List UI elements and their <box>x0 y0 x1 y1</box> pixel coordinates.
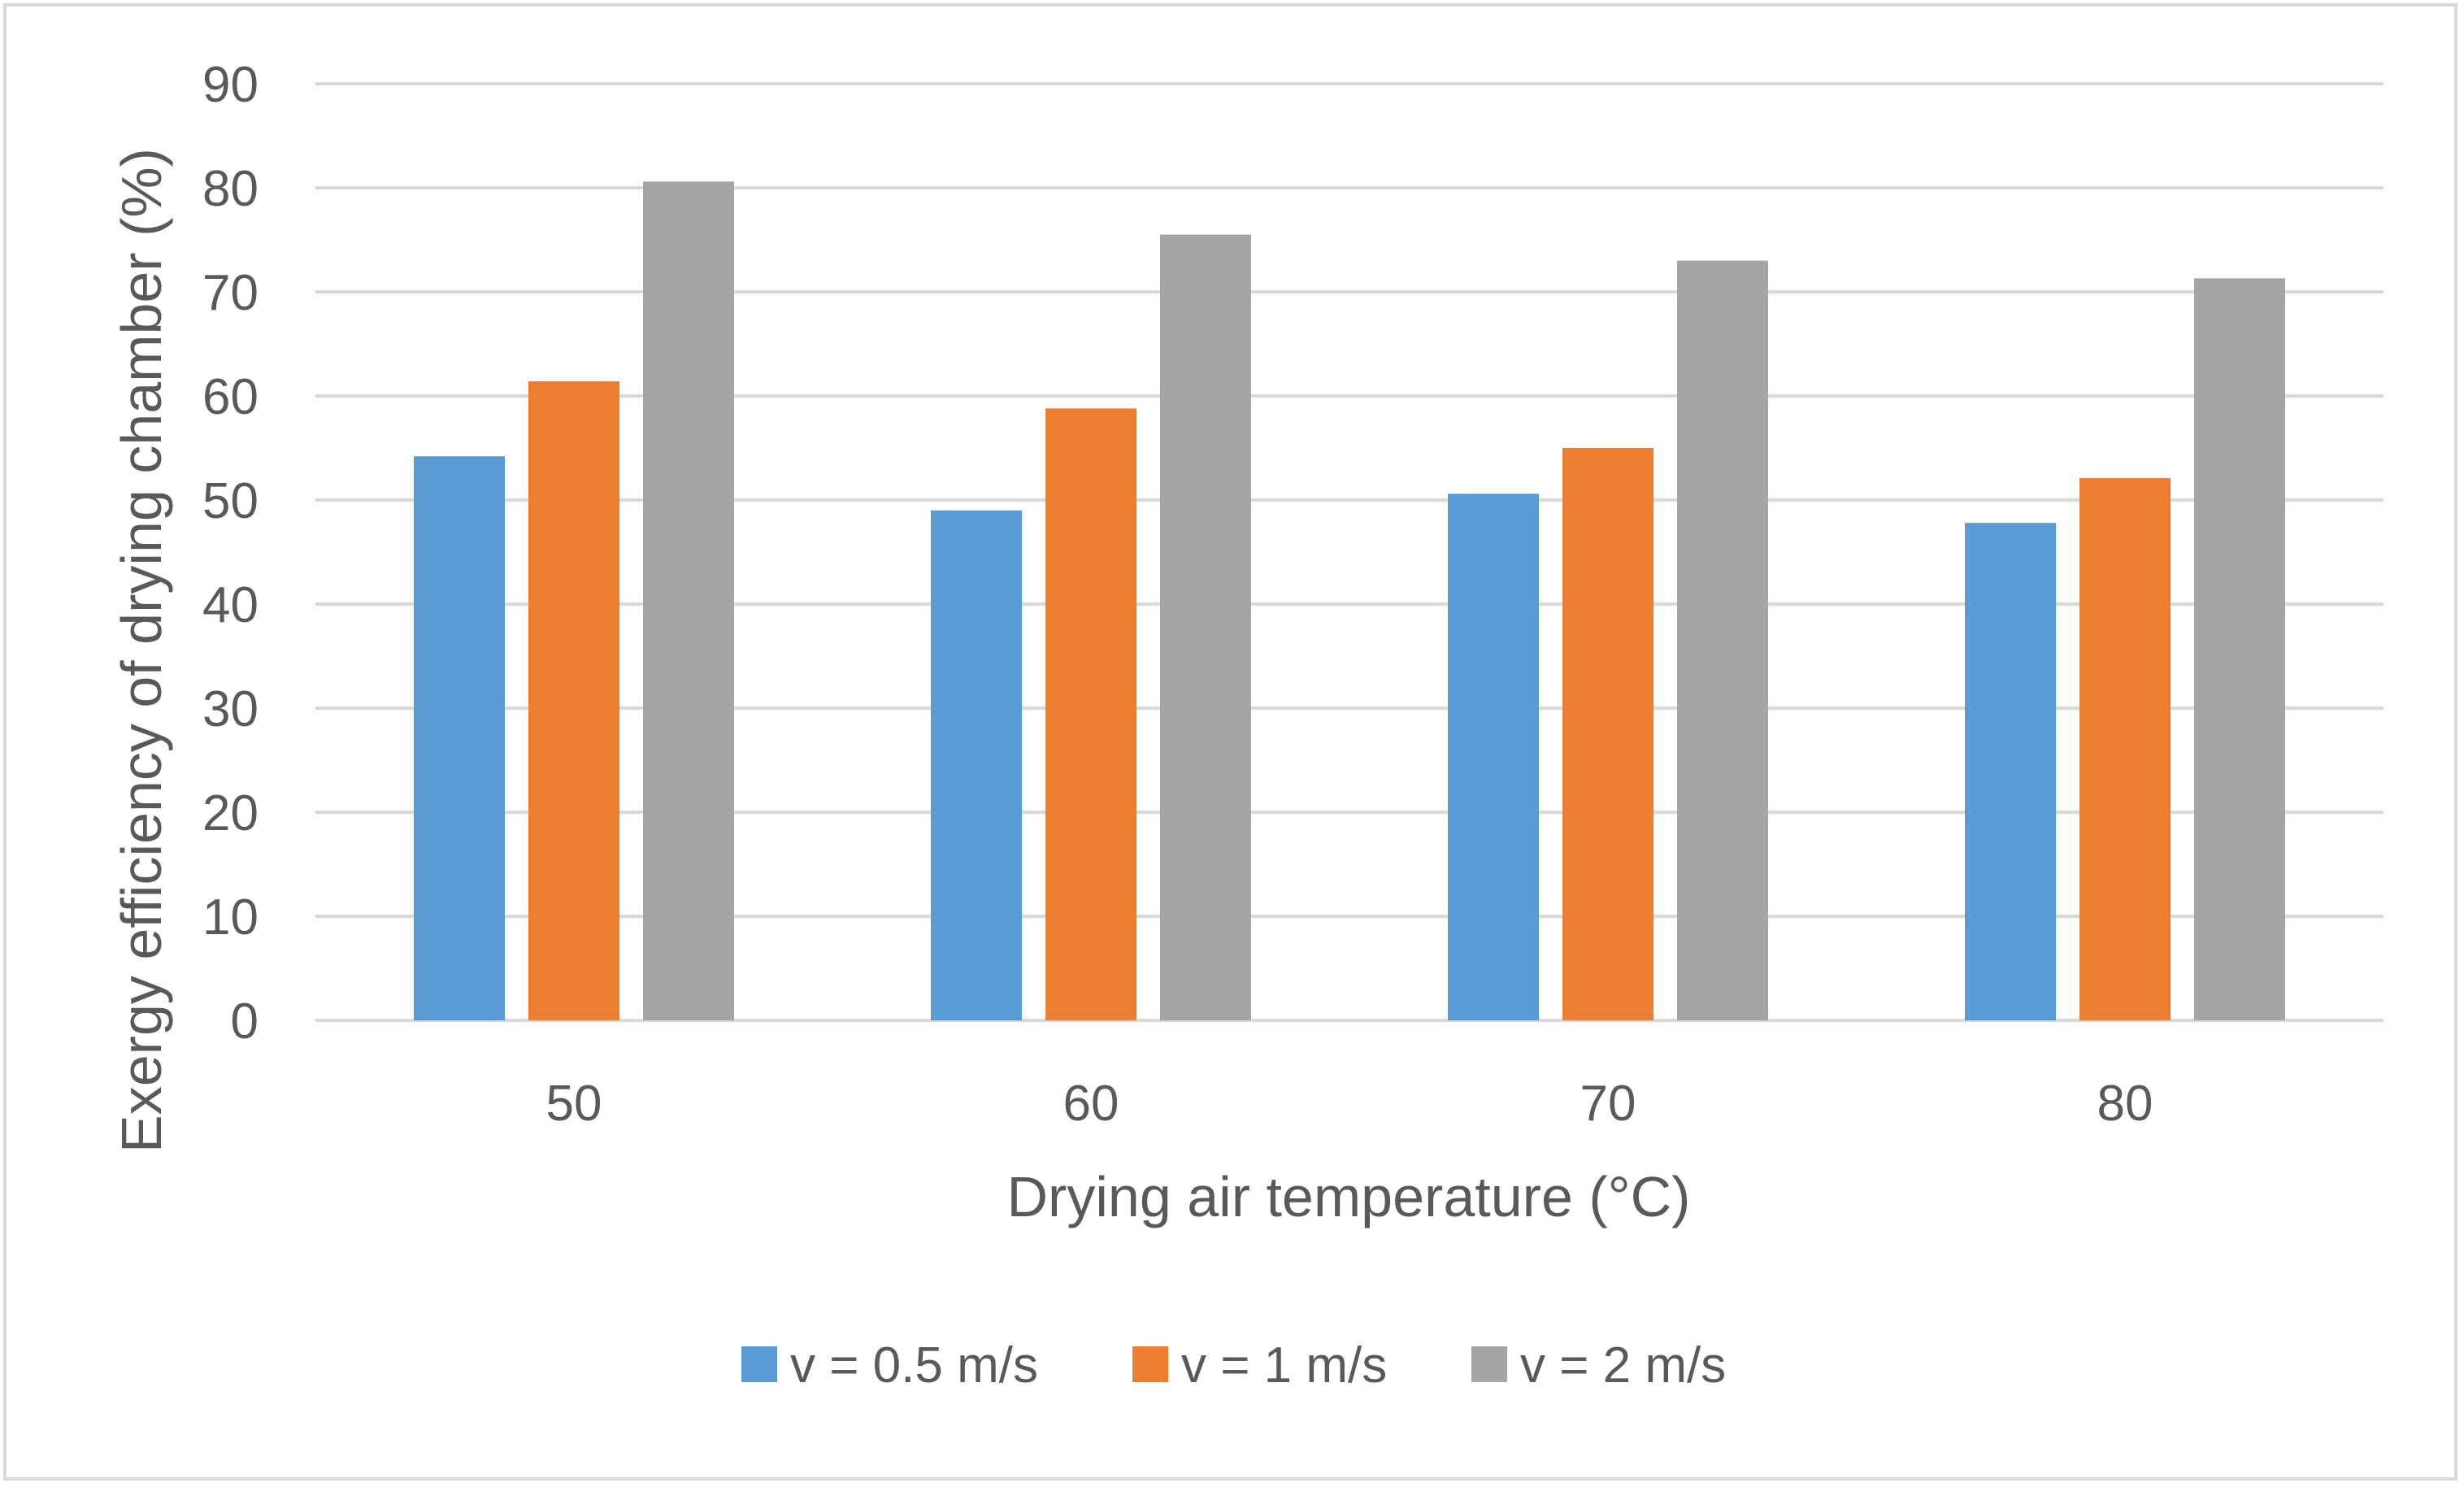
legend-swatch <box>1471 1346 1507 1382</box>
y-tick-label: 10 <box>202 889 259 946</box>
bar-50-series-3 <box>643 181 734 1020</box>
bar-60-series-2 <box>1045 408 1136 1020</box>
bar-80-series-3 <box>2194 278 2285 1020</box>
bar-60-series-3 <box>1160 234 1251 1021</box>
bar-70-series-3 <box>1677 260 1768 1021</box>
x-tick-label: 80 <box>2097 1076 2153 1132</box>
legend-label: v = 0.5 m/s <box>790 1337 1038 1394</box>
bar-60-series-1 <box>931 510 1022 1020</box>
legend: v = 0.5 m/s v = 1 m/s v = 2 m/s <box>741 1337 1726 1394</box>
y-tick-label: 50 <box>202 473 259 529</box>
x-axis-title: Drying air temperature (°C) <box>1007 1165 1691 1228</box>
legend-swatch <box>1132 1346 1168 1382</box>
y-tick-label: 20 <box>202 785 259 841</box>
y-tick-label: 0 <box>231 994 259 1050</box>
y-axis-ticks: 0 10 20 30 40 50 60 70 80 90 <box>202 57 259 1050</box>
y-tick-label: 90 <box>202 57 259 113</box>
bar-50-series-1 <box>414 456 505 1020</box>
legend-label: v = 1 m/s <box>1181 1337 1387 1394</box>
x-axis-ticks: 50 60 70 80 <box>546 1076 2153 1132</box>
x-tick-label: 50 <box>546 1076 602 1132</box>
y-tick-label: 80 <box>202 161 259 217</box>
bar-70-series-1 <box>1448 493 1539 1020</box>
bar-70-series-2 <box>1562 448 1654 1020</box>
bar-80-series-2 <box>2079 478 2171 1020</box>
y-tick-label: 70 <box>202 265 259 321</box>
y-tick-label: 30 <box>202 681 259 737</box>
legend-label: v = 2 m/s <box>1520 1337 1726 1394</box>
y-tick-label: 40 <box>202 577 259 633</box>
y-axis-title: Exergy efficiency of drying chamber (%) <box>110 148 173 1153</box>
bar-50-series-2 <box>528 381 619 1021</box>
bars <box>414 181 2285 1021</box>
gridlines <box>315 82 2384 1022</box>
x-tick-label: 60 <box>1063 1076 1119 1132</box>
bar-80-series-1 <box>1965 523 2056 1020</box>
y-tick-label: 60 <box>202 369 259 425</box>
legend-swatch <box>741 1346 777 1382</box>
x-tick-label: 70 <box>1580 1076 1636 1132</box>
